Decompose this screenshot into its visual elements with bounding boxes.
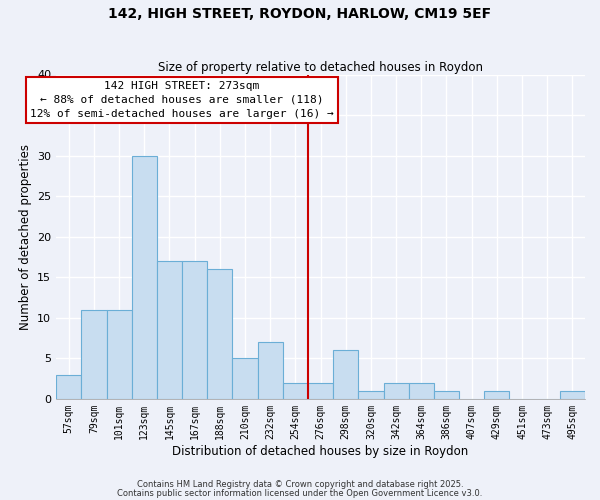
Bar bbox=[257, 342, 283, 399]
Text: Contains HM Land Registry data © Crown copyright and database right 2025.: Contains HM Land Registry data © Crown c… bbox=[137, 480, 463, 489]
Text: 142 HIGH STREET: 273sqm
← 88% of detached houses are smaller (118)
12% of semi-d: 142 HIGH STREET: 273sqm ← 88% of detache… bbox=[30, 81, 334, 119]
Bar bbox=[207, 269, 232, 399]
Bar bbox=[182, 261, 207, 399]
Bar bbox=[232, 358, 257, 399]
X-axis label: Distribution of detached houses by size in Roydon: Distribution of detached houses by size … bbox=[172, 444, 469, 458]
Bar bbox=[560, 390, 585, 399]
Bar bbox=[333, 350, 358, 399]
Bar bbox=[132, 156, 157, 399]
Bar bbox=[107, 310, 132, 399]
Bar bbox=[56, 374, 82, 399]
Bar bbox=[409, 382, 434, 399]
Text: Contains public sector information licensed under the Open Government Licence v3: Contains public sector information licen… bbox=[118, 489, 482, 498]
Bar bbox=[434, 390, 459, 399]
Bar bbox=[484, 390, 509, 399]
Text: 142, HIGH STREET, ROYDON, HARLOW, CM19 5EF: 142, HIGH STREET, ROYDON, HARLOW, CM19 5… bbox=[109, 8, 491, 22]
Bar bbox=[283, 382, 308, 399]
Bar bbox=[82, 310, 107, 399]
Bar bbox=[308, 382, 333, 399]
Title: Size of property relative to detached houses in Roydon: Size of property relative to detached ho… bbox=[158, 62, 483, 74]
Y-axis label: Number of detached properties: Number of detached properties bbox=[19, 144, 32, 330]
Bar bbox=[157, 261, 182, 399]
Bar bbox=[383, 382, 409, 399]
Bar bbox=[358, 390, 383, 399]
